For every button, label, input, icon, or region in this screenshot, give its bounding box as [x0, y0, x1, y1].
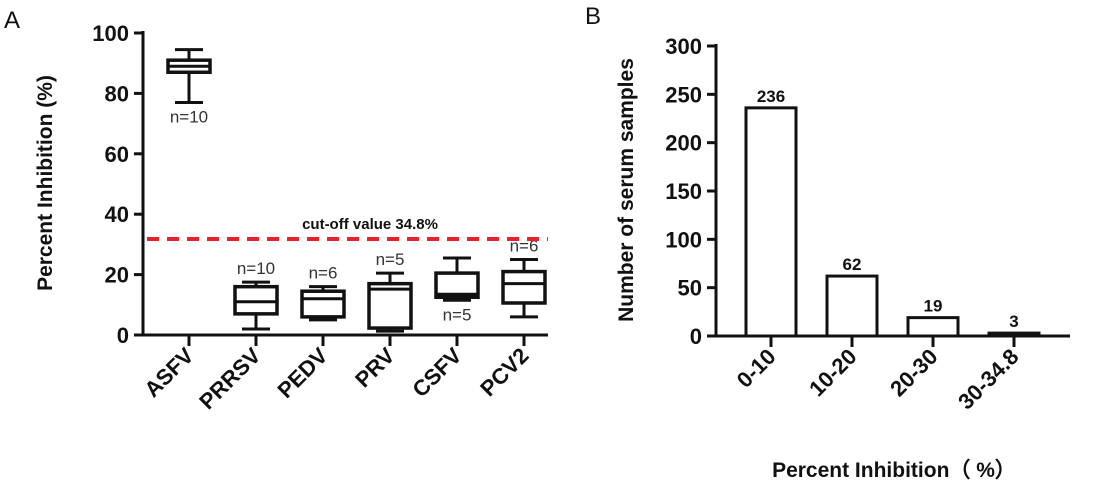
y-tick-label: 0 — [690, 324, 702, 349]
box-pcv2 — [501, 269, 547, 305]
box-pedv — [300, 289, 346, 319]
box-prrsv — [233, 284, 279, 316]
n-label: n=6 — [309, 264, 338, 283]
panel-b: 0501001502002503002360-106210-201920-303… — [665, 34, 1070, 414]
n-label: n=5 — [443, 305, 472, 324]
panel-label-a: A — [4, 7, 20, 34]
y-tick-label: 100 — [665, 227, 702, 252]
x-tick-label: PCV2 — [475, 343, 533, 401]
y-tick-label: 40 — [105, 202, 129, 227]
data-label: 3 — [1009, 312, 1018, 331]
y-tick-label: 300 — [665, 34, 702, 59]
bar-0-10 — [744, 106, 798, 338]
x-tick-label: CSFV — [407, 343, 466, 402]
n-label: n=10 — [170, 107, 208, 126]
y-tick-label: 150 — [665, 179, 702, 204]
x-tick-label: 30-34.8 — [953, 344, 1023, 414]
y-tick-label: 100 — [92, 21, 129, 46]
x-tick-label: ASFV — [139, 343, 198, 402]
bar-20-30 — [906, 316, 960, 338]
bar-10-20 — [825, 274, 879, 338]
x-tick-label: 10-20 — [804, 344, 861, 401]
n-label: n=5 — [376, 250, 405, 269]
y-tick-label: 0 — [117, 323, 129, 348]
x-tick-label: PRRSV — [194, 343, 266, 415]
x-tick-label: 0-10 — [732, 344, 781, 393]
y-tick-label: 50 — [678, 276, 702, 301]
data-label: 236 — [757, 87, 785, 106]
y-tick-label: 20 — [105, 263, 129, 288]
cutoff-label: cut-off value 34.8% — [302, 216, 438, 233]
data-label: 19 — [924, 297, 943, 316]
x-tick-label: 20-30 — [885, 344, 942, 401]
n-label: n=10 — [237, 259, 275, 278]
box-prv — [367, 281, 413, 330]
x-tick-label: PRV — [350, 343, 400, 393]
y-tick-label: 80 — [105, 81, 129, 106]
y-tick-label: 60 — [105, 142, 129, 167]
panel-label-b: B — [585, 3, 601, 30]
x-tick-label: PEDV — [272, 343, 332, 403]
x-axis-label-b: Percent Inhibition（ %） — [772, 458, 1016, 482]
n-label: n=6 — [510, 237, 539, 256]
y-tick-label: 250 — [665, 82, 702, 107]
y-tick-label: 200 — [665, 131, 702, 156]
y-axis-label-a: Percent Inhibition (%) — [34, 75, 57, 291]
bar-30-34.8 — [987, 331, 1041, 338]
data-label: 62 — [843, 255, 862, 274]
y-axis-label-b: Number of serum samples — [615, 58, 638, 322]
